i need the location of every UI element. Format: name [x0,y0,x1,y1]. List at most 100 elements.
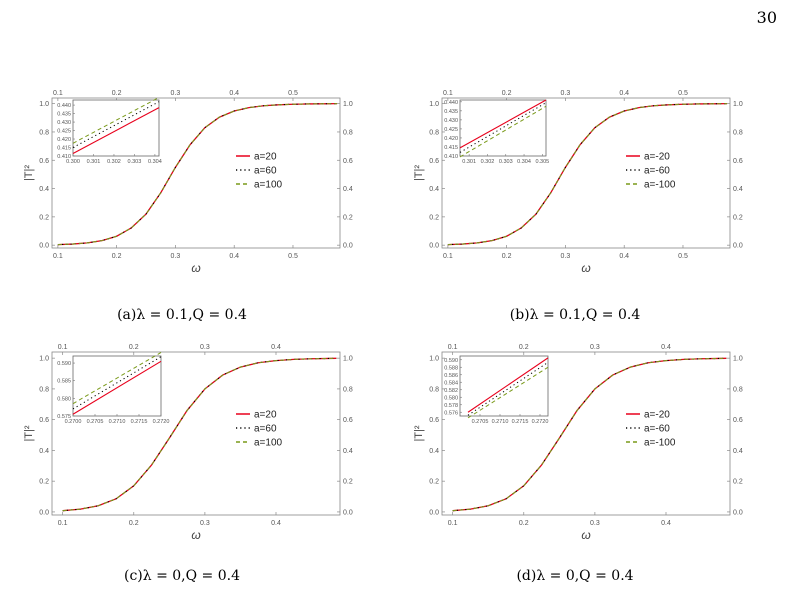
inset-frame [459,99,547,157]
inset-x-tick-label: 0.301 [462,159,476,165]
y-tick-label: 0.0 [429,509,439,516]
y-tick-label-right: 1.0 [343,101,353,108]
inset-x-tick-label: 0.2710 [492,419,509,425]
y-tick-label-right: 0.4 [343,186,353,193]
y-tick-label-right: 0.0 [733,509,743,516]
y-tick-label: 0.2 [39,479,49,486]
legend-label: a=-100 [644,438,676,449]
legend-label: a=60 [254,424,277,435]
inset-y-tick-label: 0.590 [57,361,71,367]
inset-x-tick-label: 0.301 [87,159,101,165]
inset-line-3 [459,105,547,158]
x-axis-label: ω [581,528,590,542]
x-tick-label: 0.1 [443,253,453,260]
y-tick-label-right: 0.0 [343,509,353,516]
y-tick-label-right: 1.0 [733,356,743,363]
x-tick-label: 0.1 [53,253,63,260]
x-tick-label: 0.3 [171,253,181,260]
legend-label: a=-20 [644,410,670,421]
y-tick-label: 1.0 [429,101,439,108]
caption-d: (d)λ = 0,Q = 0.4 [516,568,634,584]
inset-line-2 [467,361,549,416]
x-tick-label: 0.3 [590,520,600,527]
y-tick-label-right: 0.2 [733,479,743,486]
y-tick-label: 0.0 [429,243,439,250]
inset-line-1 [72,360,162,415]
chart-a: 0.1 0.1 0.2 0.2 0.3 0.3 0.4 0.4 0.5 0.5 0.0 0.0 0.2 0… [23,90,353,275]
legend-label: a=-60 [644,166,670,177]
inset-y-tick-label: 0.590 [444,358,458,364]
y-tick-label: 0.8 [429,386,439,393]
x-tick-label: 0.1 [58,520,68,527]
inset-y-tick-label: 0.435 [444,109,458,115]
inset-y-tick-label: 0.440 [444,100,458,106]
plot-frame [51,97,341,249]
inset-line-1 [72,107,160,154]
y-tick-label-right: 0.8 [343,386,353,393]
inset-x-tick-label: 0.2720 [153,419,170,425]
y-axis-label: |T|² [23,165,35,181]
x-tick-label: 0.2 [112,253,122,260]
inset-y-tick-label: 0.440 [57,103,71,109]
y-tick-label: 1.0 [429,356,439,363]
x-tick-label: 0.3 [561,253,571,260]
caption-a: (a)λ = 0.1,Q = 0.4 [117,307,247,323]
inset-x-tick-label: 0.303 [128,159,142,165]
caption-b: (b)λ = 0.1,Q = 0.4 [509,307,641,323]
y-tick-label: 0.6 [39,417,49,424]
inset-y-tick-label: 0.430 [444,118,458,124]
inset-y-tick-label: 0.580 [57,396,71,402]
x-tick-label-top: 0.4 [229,90,239,97]
y-tick-label-right: 0.0 [733,243,743,250]
inset-y-tick-label: 0.425 [57,129,71,135]
x-tick-label: 0.4 [229,253,239,260]
inset-x-tick-label: 0.2720 [532,419,549,425]
inset-x-tick-label: 0.304 [148,159,162,165]
inset-y-tick-label: 0.415 [57,146,71,152]
inset-frame [72,99,160,157]
plot-frame [51,351,341,516]
y-tick-label-right: 0.2 [733,214,743,221]
x-tick-label-top: 0.3 [561,90,571,97]
x-tick-label: 0.3 [200,520,210,527]
legend-label: a=-60 [644,424,670,435]
x-tick-label-top: 0.2 [129,344,139,351]
y-tick-label-right: 0.8 [733,386,743,393]
inset-line-3 [72,97,160,144]
series-line-3 [62,357,337,512]
x-tick-label-top: 0.4 [271,344,281,351]
inset-y-tick-label: 0.586 [444,373,458,379]
inset-y-tick-label: 0.580 [444,395,458,401]
y-tick-label: 0.4 [39,448,49,455]
x-tick-label-top: 0.4 [619,90,629,97]
y-tick-label-right: 1.0 [733,101,743,108]
inset-line-3 [467,366,549,419]
inset-y-tick-label: 0.420 [57,137,71,143]
y-tick-label-right: 0.6 [733,417,743,424]
x-tick-label: 0.1 [448,520,458,527]
inset-frame [459,355,549,417]
inset-frame [72,355,162,417]
legend-label: a=20 [254,410,277,421]
y-tick-label-right: 0.4 [733,448,743,455]
inset-y-tick-label: 0.430 [57,120,71,126]
y-tick-label: 0.6 [429,417,439,424]
caption-c: (c)λ = 0,Q = 0.4 [124,568,240,584]
y-axis-label: |T|² [413,165,425,181]
x-tick-label-top: 0.2 [502,90,512,97]
x-tick-label-top: 0.1 [58,344,68,351]
y-tick-label: 0.8 [39,129,49,136]
page-number: 30 [756,8,777,27]
x-tick-label-top: 0.3 [590,344,600,351]
inset-x-tick-label: 0.300 [66,159,80,165]
x-tick-label-top: 0.2 [112,90,122,97]
y-tick-label: 0.4 [39,186,49,193]
x-tick-label-top: 0.2 [519,344,529,351]
inset-y-tick-label: 0.410 [444,154,458,160]
inset-y-tick-label: 0.420 [444,136,458,142]
y-tick-label: 0.0 [39,243,49,250]
y-tick-label-right: 0.6 [733,158,743,165]
series-line-3 [57,103,338,246]
inset-y-tick-label: 0.425 [444,127,458,133]
